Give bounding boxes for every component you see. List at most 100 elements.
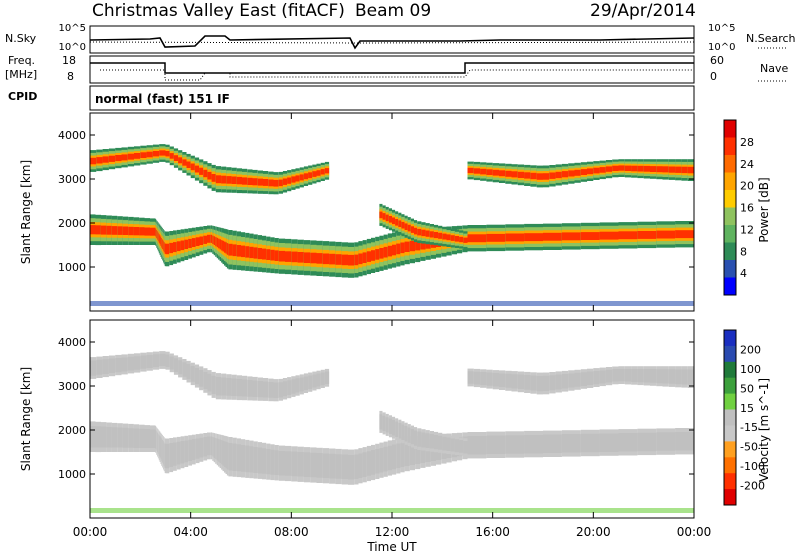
band-cell-s0-5-7-3 [322,253,330,265]
band-cell-s0-3-9-3 [224,241,226,253]
velocity-colorbar: 200 100 50 15 -15 -50 -100 -200 [723,329,765,506]
band-cell-s3-1-10-1 [605,369,613,383]
band-cell-s3-0-3-3 [486,169,493,175]
band-cell-s3-2-8-1 [668,369,676,384]
band-cell-s0-8-4-3 [543,232,562,241]
band-cell-s0-1-1-3 [156,229,158,239]
nsky-label: N.Sky [5,32,37,45]
band-cell-s0-8-2-1 [505,435,525,454]
band-cell-s0-0-6-3 [122,226,129,235]
band-cell-s0-2-7-1 [191,439,196,460]
band-cell-s1-1-6-3 [190,163,195,171]
colorbar-tick-label: -50 [740,441,758,454]
band-cell-s0-2-6-3 [188,238,192,248]
band-cell-s0-0-1-3 [95,225,101,235]
band-cell-s0-1-2-1 [157,432,158,453]
band-cell-s0-0-1-1 [95,426,101,448]
band-cell-s3-1-1-3 [549,172,556,179]
band-cell-s2-1-4-3 [433,232,439,239]
band-cell-s0-6-10-3 [396,243,401,255]
cpid-text: normal (fast) 151 IF [95,92,230,106]
band-cell-s1-2-3-1 [231,378,237,397]
band-cell-s0-5-4-3 [303,252,311,263]
band-cell-s1-0-5-1 [121,357,128,372]
power-colorbar: 4 8 12 16 20 24 28 [723,119,754,296]
band-cell-s0-2-10-3 [203,235,208,244]
band-cell-s2-0-4-1 [392,420,396,436]
band-cell-s3-0-10-1 [530,375,537,391]
band-cell-s3-0-11-3 [536,173,543,180]
band-cell-s0-7-3-1 [420,440,426,463]
band-cell-s1-2-11-1 [273,382,279,398]
band-cell-s0-0-4-3 [111,226,118,235]
band-cell-s0-5-1-1 [285,451,292,476]
band-cell-s1-3-1-3 [282,178,288,185]
band-cell-s3-1-9-1 [599,370,606,384]
y-tick-label: 2000 [58,217,86,230]
band-cell-s1-3-8-3 [312,171,317,177]
band-cell-s0-8-7-1 [599,433,619,452]
band-cell-s0-3-10-3 [225,242,227,254]
band-cell-s0-8-4-1 [543,434,562,453]
band-cell-s0-5-8-1 [329,453,336,479]
band-cell-s0-2-9-3 [199,236,204,245]
colorbar-cell [724,120,736,138]
band-cell-s2-1-6-3 [442,233,447,240]
band-cell-s0-4-5-1 [249,446,254,473]
band-cell-s1-0-10-1 [152,354,160,367]
band-cell-s0-1-4-1 [158,435,160,456]
band-cell-s3-2-5-1 [650,369,657,383]
band-cell-s1-1-0-1 [165,354,170,367]
band-cell-s3-1-7-1 [587,371,594,386]
band-cell-s0-3-3-3 [215,237,217,247]
band-cell-s3-0-1-1 [473,371,481,385]
velocity-bands [90,351,694,513]
band-cell-s0-2-2-3 [173,242,177,253]
velocity-colorbar-label: Velocity [m s^-1] [757,378,771,482]
colorbar-tick-label: 100 [740,363,761,376]
band-cell-s0-8-0-1 [467,436,487,455]
band-cell-s2-1-8-1 [450,438,455,452]
colorbar-frame [723,119,737,296]
band-cell-s0-4-3-3 [241,245,246,258]
band-cell-s1-1-10-3 [207,171,212,180]
band-cell-s2-1-7-1 [446,437,451,452]
band-cell-s0-7-2-3 [415,240,421,251]
band-cell-s3-2-10-1 [681,369,688,385]
band-cell-s1-0-8-1 [140,355,147,369]
band-cell-s0-7-0-3 [404,241,410,252]
band-cell-s1-3-7-3 [308,172,313,179]
y-tick-label: 3000 [58,173,86,186]
band-cell-s0-4-5-3 [249,246,254,259]
band-cell-s3-2-4-3 [643,165,650,172]
band-cell-s3-2-7-3 [662,166,669,173]
band-cell-s0-8-3-1 [524,434,543,454]
power-panel: 1000 2000 3000 4000 Slant Range [km] 4 8 12 16… [19,112,771,312]
band-cell-s0-5-10-1 [341,454,348,480]
band-cell-s3-1-9-3 [599,167,606,173]
colorbar-cell [724,172,736,191]
band-cell-s0-4-11-3 [274,250,279,261]
band-cell-s0-4-2-1 [236,444,241,472]
band-cell-s1-0-9-3 [146,151,153,158]
band-cell-s0-8-8-3 [618,231,638,240]
band-cell-s3-1-6-3 [580,169,588,175]
band-cell-s1-1-5-1 [186,364,191,380]
band-cell-s1-1-10-1 [207,373,212,392]
band-cell-s0-5-10-3 [341,254,348,266]
band-cell-s3-0-1-3 [473,168,481,174]
band-cell-s2-1-10-1 [459,440,464,453]
band-cell-s0-1-2-3 [157,231,158,240]
ground-scatter [90,301,694,306]
freq-trace [90,62,694,74]
band-cell-s0-0-5-3 [117,226,123,235]
band-cell-s3-1-11-3 [612,165,619,171]
band-cell-s1-1-8-1 [199,370,204,387]
band-cell-s3-0-0-1 [467,371,474,384]
band-cell-s3-0-8-3 [517,171,525,178]
colorbar-tick-label: -200 [740,480,765,493]
band-cell-s1-1-4-3 [182,159,187,166]
band-cell-s1-2-8-1 [257,381,263,398]
band-cell-s0-4-4-1 [245,445,250,473]
band-cell-s0-0-0-1 [90,426,96,448]
